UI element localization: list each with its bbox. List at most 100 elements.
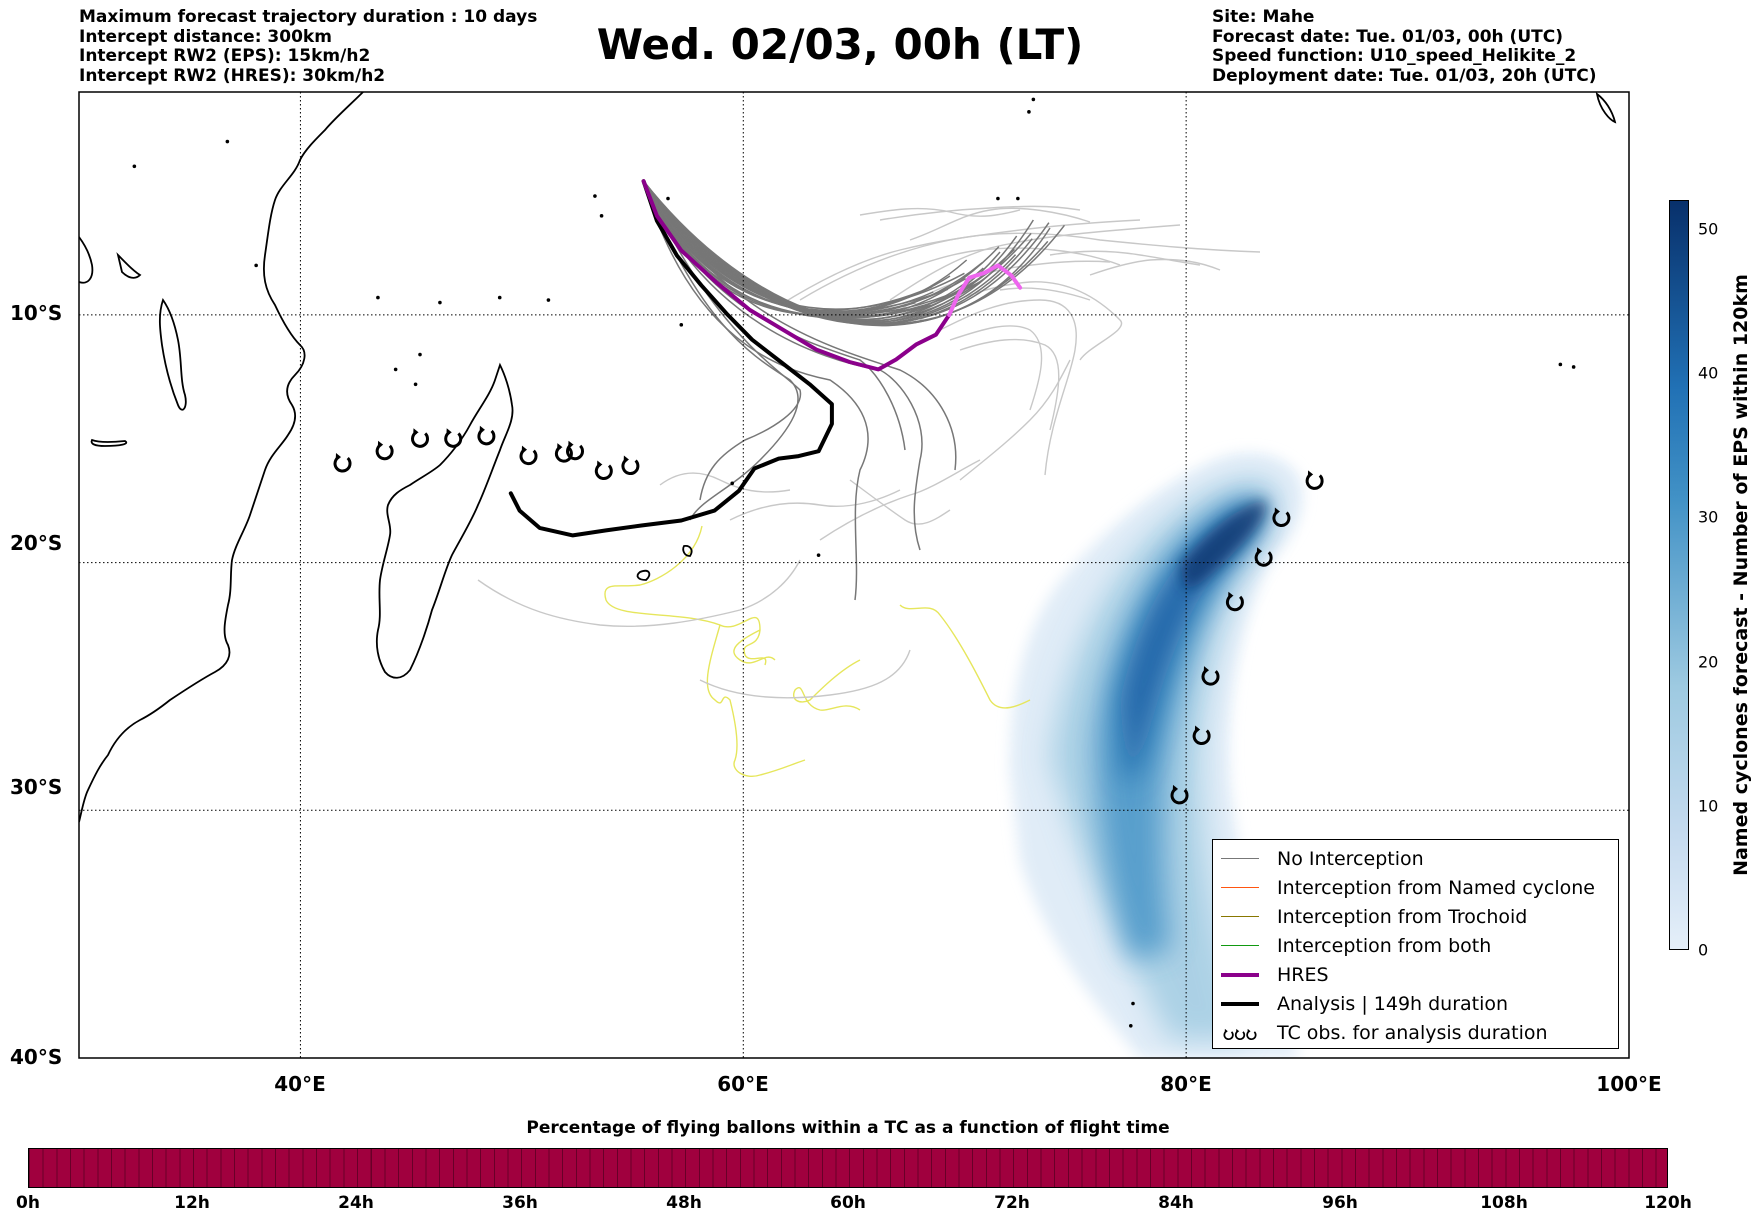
legend-swatch (1221, 858, 1259, 859)
flight-time-tick: 48h (666, 1193, 702, 1213)
island-marker (497, 295, 502, 300)
lat-label: 30°S (10, 775, 63, 799)
flight-time-tick: 0h (16, 1193, 40, 1213)
flight-time-tick: 120h (1644, 1193, 1692, 1213)
legend-item: Interception from both (1213, 931, 1618, 960)
island-marker (996, 196, 1000, 201)
island-marker (599, 214, 604, 218)
lat-label: 10°S (10, 301, 63, 325)
legend-label: Interception from Trochoid (1277, 905, 1528, 928)
flight-time-tick: 96h (1322, 1193, 1358, 1213)
dark-ensemble-trajectories (642, 180, 1066, 601)
header-right-line: Speed function: U10_speed_Helikite_2 (1212, 46, 1577, 66)
ensemble-trajectory (643, 180, 1051, 326)
tc-obs-marker (375, 439, 394, 461)
header-left-line: Intercept RW2 (EPS): 15km/h2 (79, 46, 371, 66)
flight-time-tick: 72h (994, 1193, 1030, 1213)
light-ensemble-trajectories (477, 205, 1261, 699)
island-marker (225, 139, 230, 144)
page-title: Wed. 02/03, 00h (LT) (596, 20, 1084, 69)
ensemble-trajectory (642, 180, 923, 551)
legend-item: No Interception (1213, 844, 1618, 873)
header-right: Site: Mahe Forecast date: Tue. 01/03, 00… (1212, 7, 1597, 86)
legend-swatch (1221, 887, 1259, 888)
island-marker (730, 481, 735, 486)
header-left-line: Intercept distance: 300km (79, 26, 332, 47)
island-marker (438, 300, 442, 305)
tc-obs-marker (519, 444, 538, 466)
small-islands (132, 97, 1576, 1028)
lon-label: 100°E (1596, 1072, 1662, 1096)
legend-swatch (1221, 916, 1259, 917)
flight-time-tick: 24h (338, 1193, 374, 1213)
legend-item: Interception from Trochoid (1213, 902, 1618, 931)
island-marker (376, 295, 380, 300)
colorbar-tick: 50 (1698, 219, 1719, 239)
header-left: Maximum forecast trajectory duration : 1… (79, 7, 538, 86)
ensemble-trajectory (642, 180, 799, 521)
bottom-colorbar-title: Percentage of flying ballons within a TC… (526, 1118, 1170, 1138)
flight-time-tick: 12h (174, 1193, 210, 1213)
island-marker (679, 323, 684, 327)
legend-item: Interception from Named cyclone (1213, 873, 1618, 902)
legend-swatch (1221, 1001, 1259, 1006)
flight-time-tick: 60h (830, 1193, 866, 1213)
colorbar-label: Named cyclones forecast - Number of EPS … (1730, 274, 1752, 876)
lat-label: 40°S (10, 1045, 63, 1069)
yellow-trajectories (604, 525, 1031, 777)
island-marker (816, 553, 821, 557)
colorbar-tick: 20 (1698, 652, 1719, 672)
tc-obs-marker (1305, 468, 1324, 490)
header-right-line: Deployment date: Tue. 01/03, 20h (UTC) (1212, 65, 1597, 86)
island-marker (1128, 1024, 1133, 1028)
ensemble-trajectory (642, 180, 802, 501)
island-marker (546, 298, 551, 302)
island-marker (254, 263, 258, 268)
lon-label: 60°E (717, 1072, 769, 1096)
island-marker (1131, 1001, 1135, 1006)
island-marker (418, 352, 422, 357)
map-frame (78, 91, 1630, 1059)
header-left-line: Maximum forecast trajectory duration : 1… (79, 7, 538, 27)
flight-time-tick: 36h (502, 1193, 538, 1213)
flight-time-ticks: 0h 12h 24h 36h 48h 60h 72h 84h 96h 108h … (16, 1193, 1692, 1215)
colorbar-tick: 30 (1698, 507, 1719, 527)
island-marker (1016, 196, 1020, 201)
header-left-line: Intercept RW2 (HRES): 30km/h2 (79, 65, 386, 86)
analysis-track (508, 179, 834, 538)
colorbar-tick: 40 (1698, 363, 1719, 383)
hres-track-tail (947, 263, 1023, 317)
header-right-line: Forecast date: Tue. 01/03, 00h (UTC) (1212, 26, 1563, 47)
legend-label: Interception from Named cyclone (1277, 876, 1595, 899)
legend-item: Analysis | 149h duration (1213, 989, 1618, 1018)
flight-time-colorbar (28, 1148, 1668, 1188)
legend-label: TC obs. for analysis duration (1277, 1021, 1548, 1044)
island-marker (393, 367, 398, 372)
cyclone-colorbar (1669, 200, 1689, 950)
legend-item: HRES (1213, 960, 1618, 989)
legend-label: HRES (1277, 963, 1329, 986)
ensemble-trajectory (642, 180, 869, 601)
tc-obs-marker (411, 426, 430, 448)
graticule (79, 92, 1629, 1058)
header-right-line: Site: Mahe (1212, 7, 1315, 27)
legend: No Interception Interception from Named … (1212, 839, 1619, 1049)
hres-track (641, 179, 952, 372)
tc-obs-marker (333, 451, 352, 473)
legend-label: Interception from both (1277, 934, 1492, 957)
tc-obs-marker (477, 424, 496, 446)
lat-label: 20°S (10, 531, 63, 555)
tc-obs-marker (444, 426, 463, 448)
island-marker (132, 164, 137, 169)
tc-obs-marker (621, 454, 640, 476)
legend-swatch (1221, 945, 1259, 946)
colorbar-tick: 0 (1698, 940, 1709, 960)
ensemble-trajectory (642, 180, 957, 471)
legend-swatch (1221, 972, 1259, 977)
island-marker (1558, 362, 1563, 367)
island-marker (593, 194, 597, 198)
tc-symbol-icon (1221, 1023, 1259, 1043)
island-marker (413, 382, 418, 387)
legend-label: Analysis | 149h duration (1277, 992, 1509, 1015)
